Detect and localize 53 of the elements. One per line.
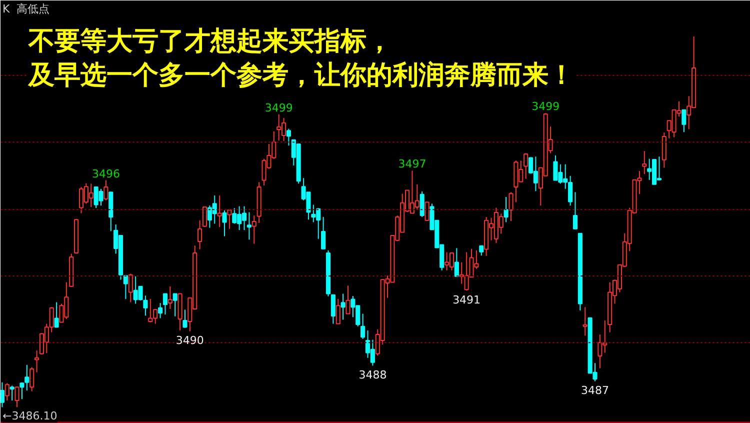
candlestick xyxy=(4,382,10,402)
annotation: 3497 xyxy=(398,158,426,171)
candlestick xyxy=(508,192,514,222)
candlestick xyxy=(682,109,686,133)
candlestick xyxy=(360,313,366,340)
candlestick xyxy=(143,295,148,316)
candlestick xyxy=(10,385,14,402)
annotation: 3499 xyxy=(264,101,293,114)
candlestick xyxy=(420,190,424,218)
candlestick xyxy=(330,294,336,324)
annotation: 3487 xyxy=(581,384,610,398)
candlestick xyxy=(346,285,350,314)
candlestick xyxy=(524,152,528,180)
candlestick xyxy=(454,248,459,277)
candlestick xyxy=(30,366,34,392)
candlestick xyxy=(642,150,647,174)
candlestick xyxy=(504,196,508,223)
annotation: 3490 xyxy=(176,334,204,348)
candlestick xyxy=(572,192,578,230)
candlestick xyxy=(128,273,133,303)
text: 高低点 xyxy=(16,2,50,16)
candlestick xyxy=(34,350,40,373)
candlestick xyxy=(182,309,188,328)
candlestick xyxy=(340,293,346,320)
candlestick xyxy=(222,210,227,237)
annotation: 3499 xyxy=(532,100,560,114)
annotation: 3488 xyxy=(358,368,387,382)
annotation: 3491 xyxy=(452,293,481,306)
candlestick xyxy=(0,382,4,408)
candlestick xyxy=(321,216,326,250)
candlestick xyxy=(246,212,252,240)
candlestick xyxy=(217,195,222,228)
candlestick xyxy=(662,132,666,168)
annotation: 及早选一个多一个参考，让你的利润奔腾而来！ xyxy=(28,60,574,90)
candlestick xyxy=(104,180,108,201)
annotation: 3496 xyxy=(92,167,120,180)
candlestick xyxy=(172,293,178,317)
text: K xyxy=(2,2,10,16)
candlestick xyxy=(162,293,168,316)
annotation: 不要等大亏了才想起来买指标， xyxy=(28,26,392,56)
candlestick xyxy=(158,302,163,319)
candlestick xyxy=(168,286,172,310)
candlestick xyxy=(286,128,291,146)
candlestick xyxy=(582,306,588,336)
candlestick xyxy=(54,302,59,328)
candlestick xyxy=(252,215,256,244)
text: ←3486.10 xyxy=(2,410,58,422)
candlestick xyxy=(424,202,430,222)
candlestick xyxy=(227,209,232,230)
candlestick xyxy=(336,298,340,324)
candlestick xyxy=(14,386,20,408)
candlestick xyxy=(198,220,202,250)
candlestick xyxy=(479,245,484,256)
